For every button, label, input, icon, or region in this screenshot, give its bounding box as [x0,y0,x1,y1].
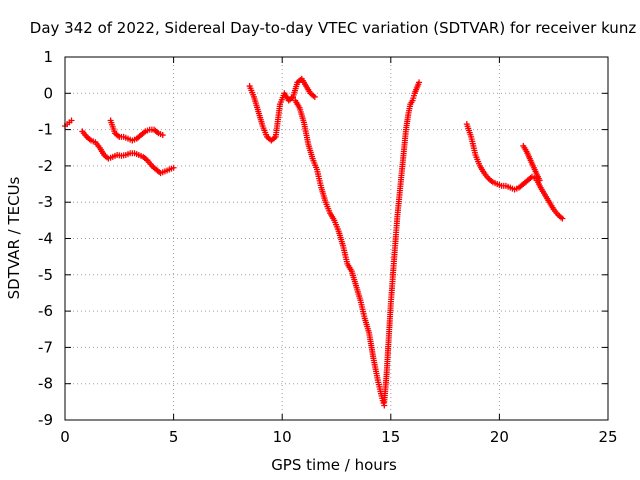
chart-title: Day 342 of 2022, Sidereal Day-to-day VTE… [30,19,637,37]
y-tick-label: 1 [43,48,53,66]
plot-frame [64,56,609,421]
data-point [68,117,75,124]
data-point [170,164,177,171]
y-tick-label: -7 [38,338,53,356]
x-axis-label: GPS time / hours [271,456,397,474]
x-tick-label: 5 [169,428,179,446]
x-tick-label: 0 [60,428,70,446]
series-seg2 [79,128,177,177]
y-tick-label: 0 [43,84,53,102]
y-tick-label: -2 [38,157,53,175]
data-points [62,75,566,409]
y-tick-label: -1 [38,121,53,139]
grid-lines [65,57,608,420]
data-point [536,177,543,184]
x-tick-label: 20 [490,428,509,446]
y-axis-label: SDTVAR / TECUs [5,176,23,299]
x-tick-label: 15 [381,428,400,446]
x-tick-label: 10 [273,428,292,446]
y-tick-label: -9 [38,411,53,429]
series-seg4 [246,75,318,144]
data-point [559,215,566,222]
series-seg6 [381,79,423,405]
y-tick-label: -6 [38,302,53,320]
series-seg8 [520,142,543,184]
y-tick-label: -5 [38,266,53,284]
series-seg5 [292,97,388,409]
series-seg3 [107,117,166,144]
y-tick-label: -4 [38,230,53,248]
y-tick-label: -8 [38,375,53,393]
y-tick-label: -3 [38,193,53,211]
series-seg1 [62,117,75,129]
x-tick-label: 25 [598,428,617,446]
data-point [311,93,318,100]
data-point [159,132,166,139]
data-point [416,79,423,86]
series-seg7 [463,121,566,222]
